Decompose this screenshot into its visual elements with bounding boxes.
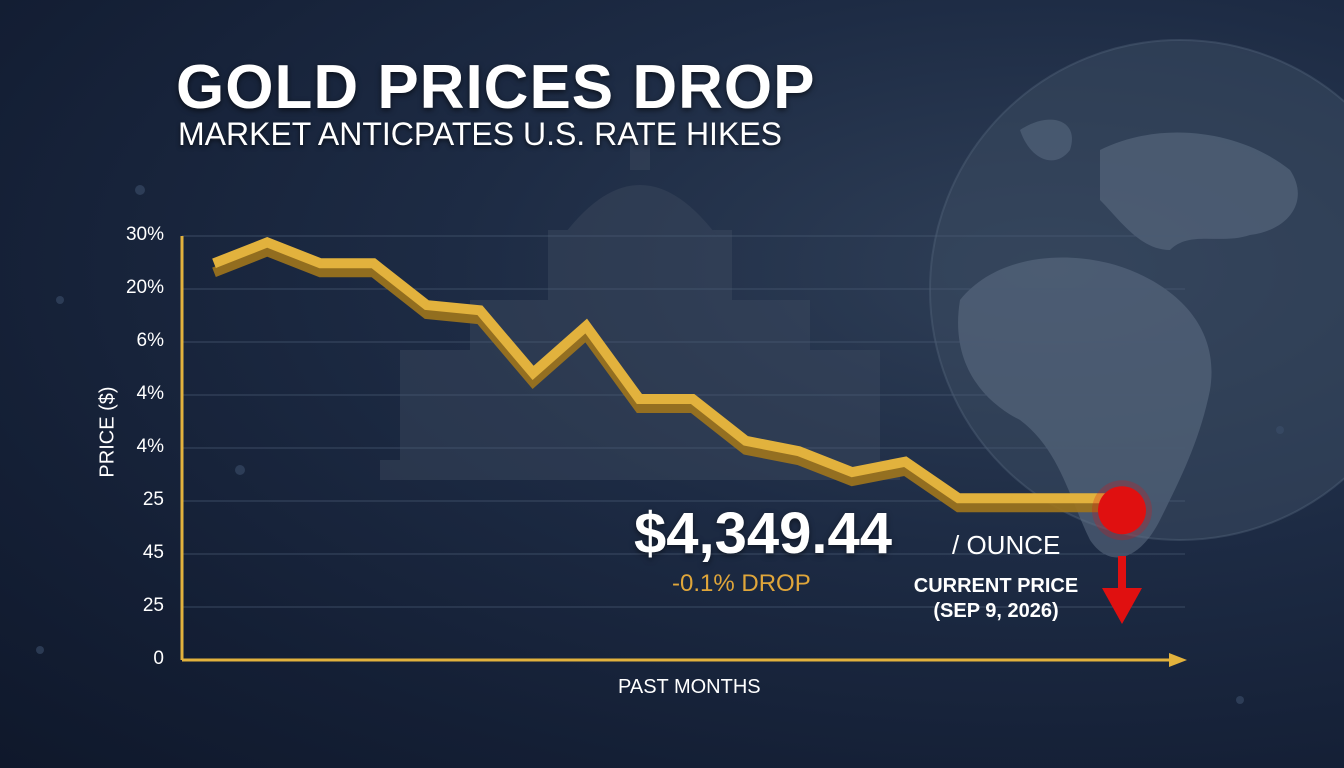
series-line [212, 237, 1118, 504]
data-point [318, 261, 322, 265]
y-tick-label: 30% [125, 224, 164, 245]
data-point [797, 449, 801, 453]
price-unit: / OUNCE [952, 530, 1061, 560]
y-tick-label: 25 [142, 595, 164, 616]
current-price-marker [1098, 486, 1146, 535]
y-tick-label: 25 [142, 489, 164, 510]
data-point [903, 460, 907, 464]
page-title: GOLD PRICES DROP [176, 53, 816, 122]
y-tick-label: 4% [136, 436, 164, 457]
data-point [637, 397, 641, 401]
y-tick-label: 45 [142, 542, 164, 563]
x-axis-label: PAST MONTHS [618, 676, 761, 698]
data-point [956, 496, 960, 500]
y-tick-label: 4% [136, 383, 164, 404]
y-tick-label: 0 [153, 648, 164, 669]
data-point [212, 261, 216, 265]
current-price-date: (SEP 9, 2026) [933, 600, 1059, 622]
data-point [1063, 496, 1067, 500]
data-point [691, 397, 695, 401]
down-arrow-icon [1102, 588, 1142, 624]
data-point [850, 470, 854, 474]
data-point [584, 324, 588, 328]
down-arrow-stem [1118, 556, 1126, 588]
current-price-label-line1: CURRENT PRICE [913, 575, 1079, 597]
data-point [1010, 496, 1014, 500]
price-change: -0.1% DROP [672, 570, 811, 597]
data-point [478, 308, 482, 312]
network-dots [36, 185, 1284, 704]
data-point [744, 439, 748, 443]
y-tick-label: 20% [125, 277, 164, 298]
data-point [531, 371, 535, 375]
current-price-value: $4,349.44 [634, 501, 893, 566]
current-price-label: CURRENT PRICE (SEP 9, 2026) [906, 574, 1086, 624]
data-point [425, 303, 429, 307]
data-point [265, 240, 269, 244]
page-subtitle: MARKET ANTICPATES U.S. RATE HIKES [178, 116, 782, 152]
series-line-shadow [212, 246, 1118, 513]
globe-icon [929, 39, 1344, 558]
y-tick-label: 6% [136, 330, 164, 351]
data-point [372, 261, 376, 265]
x-axis-arrow-icon [1169, 653, 1187, 667]
